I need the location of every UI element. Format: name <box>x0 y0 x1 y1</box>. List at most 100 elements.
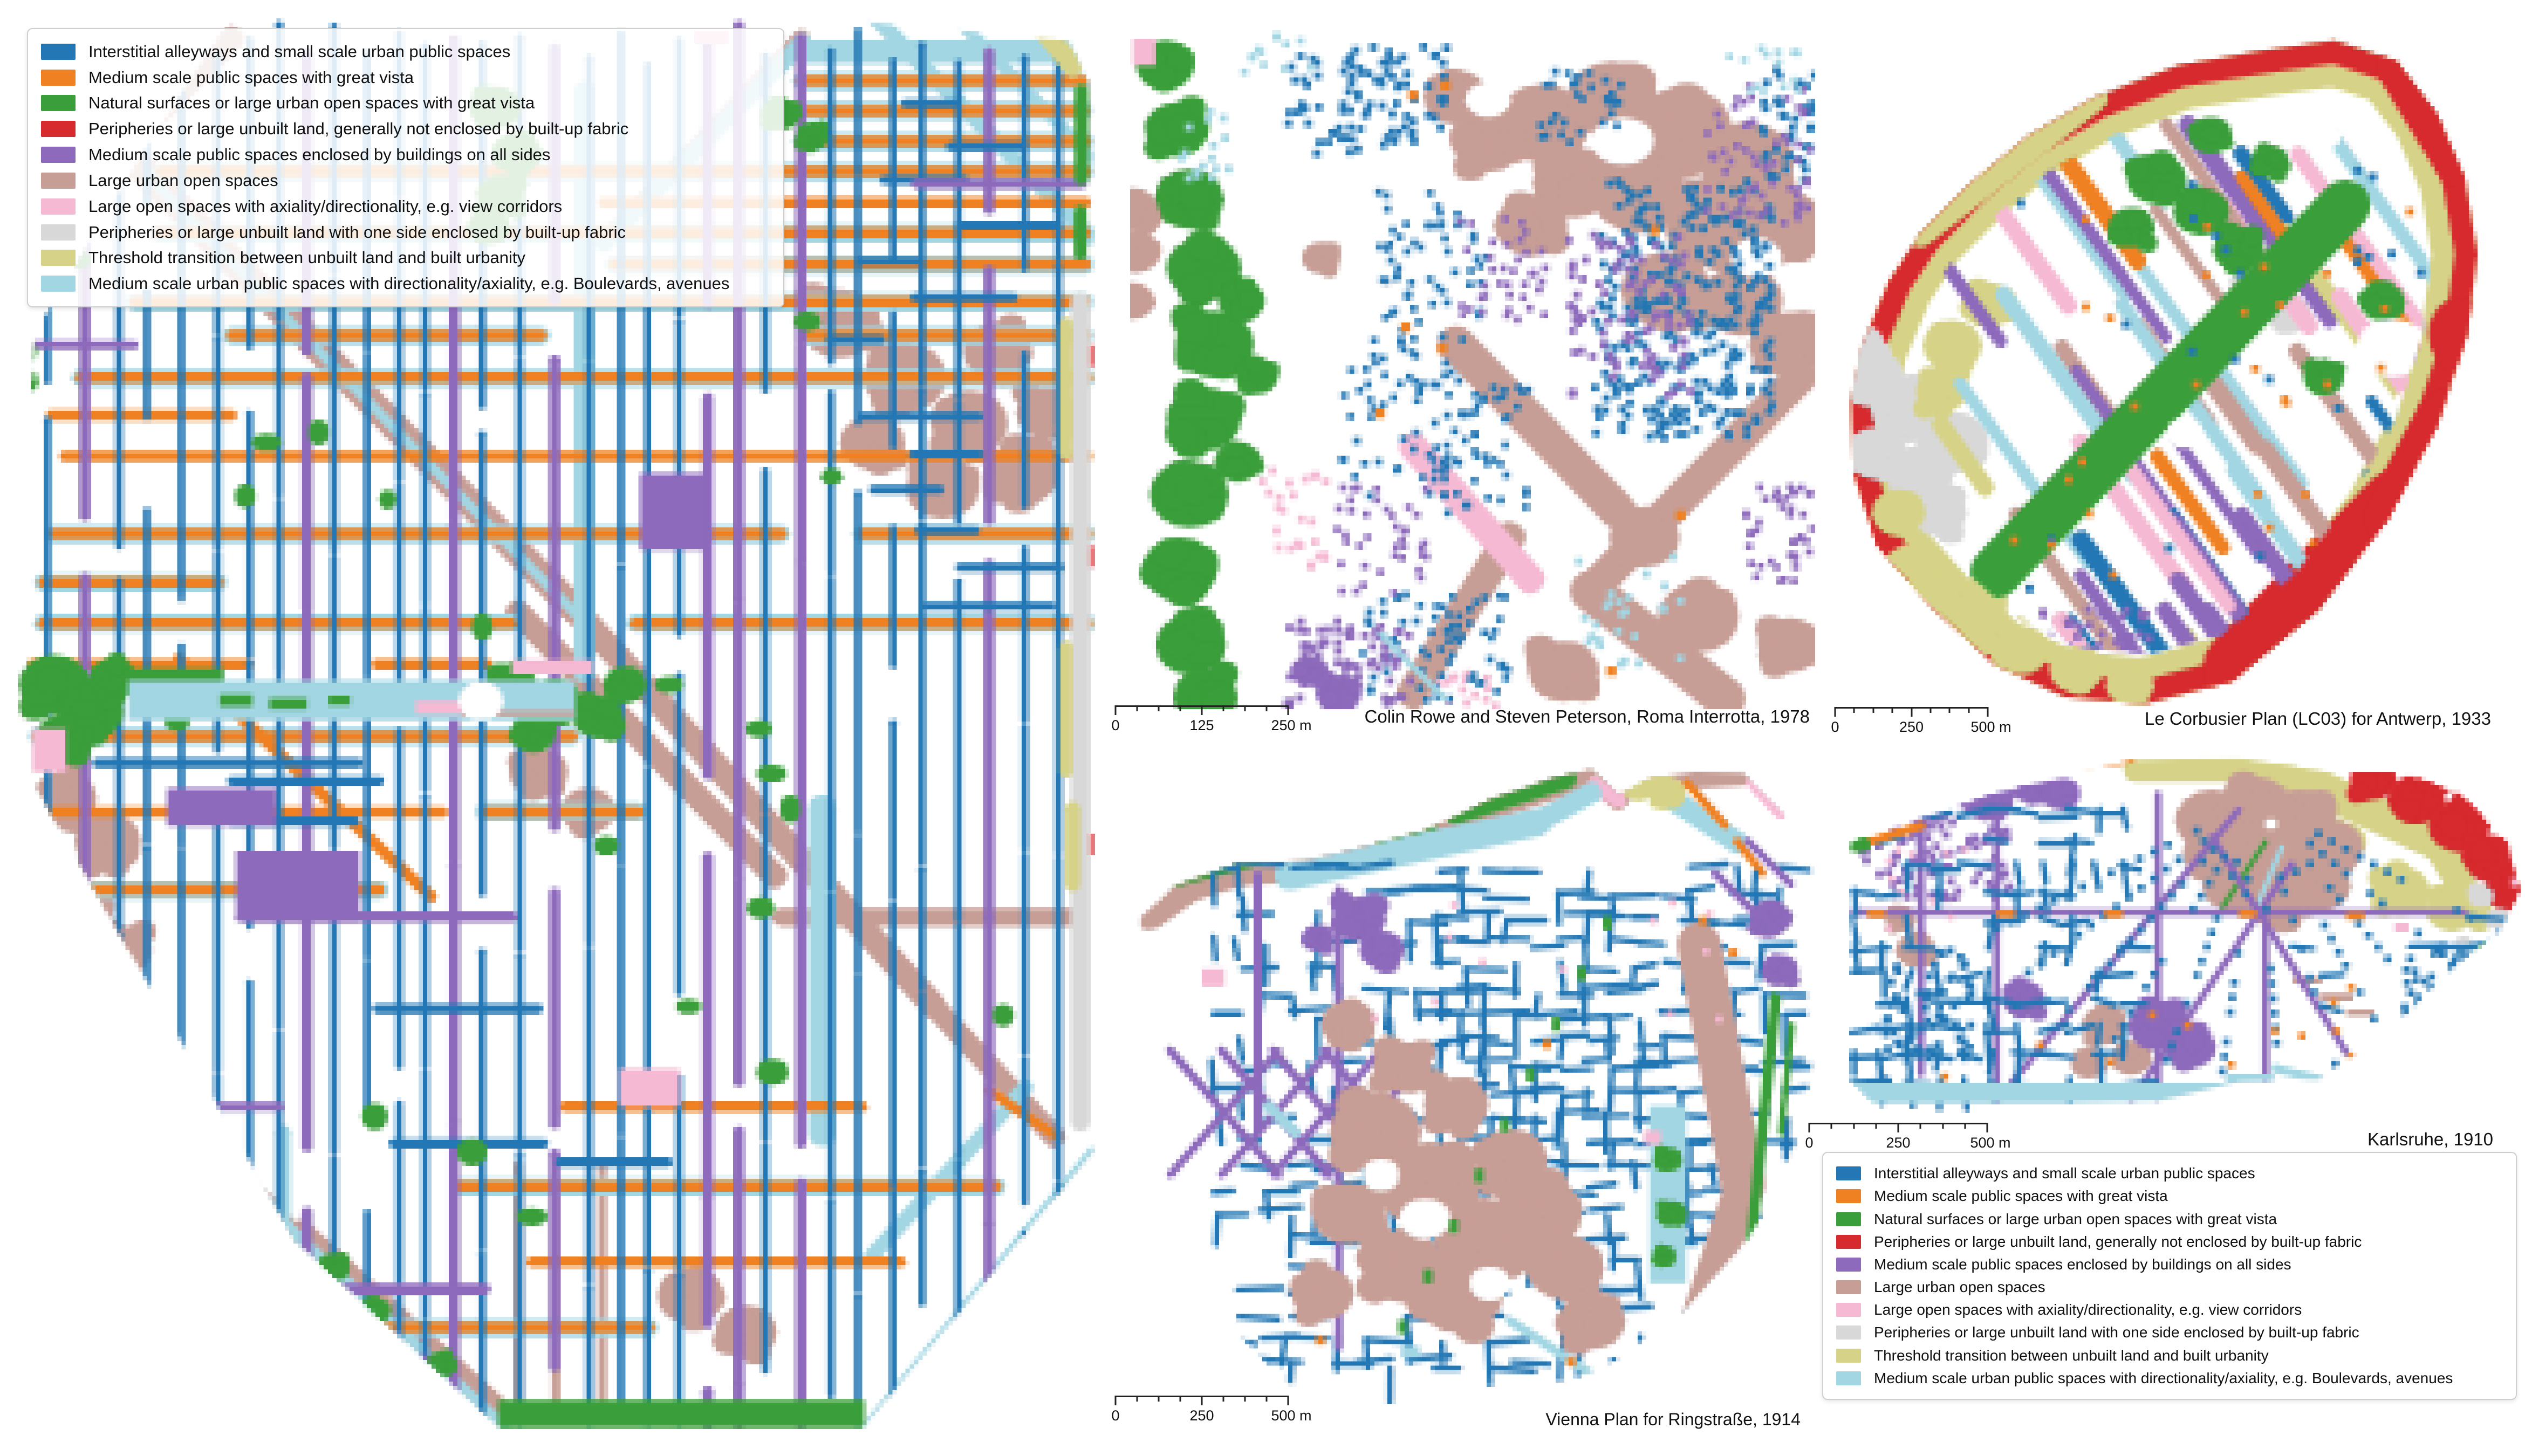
caption-roma: Colin Rowe and Steven Peterson, Roma Int… <box>1364 706 1810 726</box>
legend-item: Large urban open spaces <box>41 171 770 190</box>
legend-item: Medium scale public spaces enclosed by b… <box>1836 1256 2503 1273</box>
scalebar-tick <box>1179 705 1181 711</box>
scalebar-tick <box>1875 1123 1877 1129</box>
scalebar-tick <box>1986 1123 1988 1132</box>
scalebar-label-start: 0 <box>1111 1407 1120 1424</box>
legend-item-label: Interstitial alleyways and small scale u… <box>1874 1165 2255 1182</box>
scalebar-tick <box>1244 705 1246 711</box>
scalebar-tick <box>1244 1396 1246 1402</box>
map-karlsruhe <box>1845 755 2525 1122</box>
scalebar-label-end: 500 m <box>1271 1407 1312 1424</box>
legend-color-swatch <box>41 95 76 112</box>
map-antwerp <box>1845 24 2525 715</box>
map-vienna <box>1133 763 1823 1434</box>
scalebar-tick <box>1853 707 1855 713</box>
caption-antwerp: Le Corbusier Plan (LC03) for Antwerp, 19… <box>2144 709 2491 729</box>
legend-item-label: Medium scale public spaces enclosed by b… <box>88 145 551 164</box>
legend-item: Large open spaces with axiality/directio… <box>1836 1301 2503 1318</box>
scalebar-tick <box>1987 707 1989 717</box>
scalebar-tick <box>1222 705 1224 711</box>
scalebar-tick <box>1911 707 1912 717</box>
legend-item: Interstitial alleyways and small scale u… <box>41 42 770 61</box>
legend-item: Peripheries or large unbuilt land, gener… <box>41 119 770 139</box>
legend-item: Peripheries or large unbuilt land with o… <box>1836 1324 2503 1341</box>
legend-item-label: Large urban open spaces <box>88 170 278 190</box>
legend-color-swatch <box>1836 1348 1861 1363</box>
scalebar-tick <box>1201 705 1203 715</box>
scalebar-tick <box>1179 1396 1181 1402</box>
scalebar-label-mid: 250 <box>1189 1407 1214 1424</box>
scalebar-tick <box>1287 705 1289 715</box>
legend-item-label: Medium scale public spaces with great vi… <box>1874 1187 2168 1205</box>
legend-item: Peripheries or large unbuilt land, gener… <box>1836 1233 2503 1251</box>
scalebar-tick <box>1136 705 1138 711</box>
scalebar-tick <box>1834 707 1836 717</box>
legend-item-label: Large open spaces with axiality/directio… <box>1874 1301 2302 1318</box>
legend-color-swatch <box>41 224 76 241</box>
scalebar-tick <box>1968 707 1970 713</box>
map-roma-interrotta <box>1130 22 1815 709</box>
scalebar-tick <box>1948 707 1951 713</box>
scalebar-tick <box>1287 1396 1289 1405</box>
legend-item: Medium scale urban public spaces with di… <box>41 274 770 293</box>
legend-color-swatch <box>1836 1371 1861 1385</box>
scalebar-tick <box>1808 1123 1810 1132</box>
legend-item-label: Natural surfaces or large urban open spa… <box>88 93 535 113</box>
legend-item: Large open spaces with axiality/directio… <box>41 197 770 216</box>
legend-item: Interstitial alleyways and small scale u… <box>1836 1165 2503 1182</box>
scalebar-label-end: 500 m <box>1970 1135 2011 1151</box>
scalebar-label-mid: 125 <box>1189 717 1214 733</box>
legend-item-label: Threshold transition between unbuilt lan… <box>88 248 525 267</box>
scalebar-label-start: 0 <box>1805 1135 1814 1151</box>
scalebar-tick <box>1872 707 1874 713</box>
scalebar-tick <box>1222 1396 1224 1402</box>
legend-item: Medium scale public spaces with great vi… <box>1836 1187 2503 1205</box>
legend-color-swatch <box>1836 1280 1861 1295</box>
scalebar-tick <box>1201 1396 1203 1405</box>
legend-item: Threshold transition between unbuilt lan… <box>41 248 770 267</box>
legend-color-swatch <box>41 172 76 189</box>
scalebar-tick <box>1897 1123 1899 1132</box>
scalebar-label-start: 0 <box>1111 717 1120 733</box>
legend-item-label: Large urban open spaces <box>1874 1279 2045 1296</box>
scalebar-karlsruhe: 0 250 500 m <box>1805 1123 2011 1155</box>
legend-color-swatch <box>41 121 76 138</box>
legend-item: Large urban open spaces <box>1836 1279 2503 1296</box>
scalebar-tick <box>1964 1123 1966 1129</box>
scalebar-label-end: 500 m <box>1970 719 2011 735</box>
scalebar-tick <box>1158 705 1160 711</box>
legend-item: Threshold transition between unbuilt lan… <box>1836 1347 2503 1364</box>
legend-item-label: Medium scale public spaces enclosed by b… <box>1874 1255 2291 1273</box>
legend-item-label: Large open spaces with axiality/directio… <box>88 196 563 216</box>
scalebar-tick <box>1919 1123 1921 1129</box>
legend-item-label: Medium scale urban public spaces with di… <box>1874 1369 2453 1386</box>
legend-item-label: Interstitial alleyways and small scale u… <box>88 42 511 61</box>
legend-item: Medium scale public spaces enclosed by b… <box>41 145 770 164</box>
scalebar-label-end: 250 m <box>1271 717 1312 733</box>
legend-item: Peripheries or large unbuilt land with o… <box>41 223 770 242</box>
scalebar-label-mid: 250 <box>1886 1135 1911 1151</box>
scalebar-tick <box>1891 707 1893 713</box>
scalebar-tick <box>1853 1123 1855 1129</box>
legend-item-label: Peripheries or large unbuilt land, gener… <box>88 119 629 139</box>
scalebar-antwerp: 0 250 500 m <box>1831 707 2011 739</box>
legend-item-label: Threshold transition between unbuilt lan… <box>1874 1347 2269 1364</box>
legend-item-label: Peripheries or large unbuilt land with o… <box>1874 1324 2359 1341</box>
legend-item-label: Medium scale public spaces with great vi… <box>88 67 414 87</box>
legend-top-left: Interstitial alleyways and small scale u… <box>27 28 784 307</box>
legend-item: Medium scale urban public spaces with di… <box>1836 1370 2503 1387</box>
scalebar-tick <box>1265 1396 1268 1402</box>
scalebar-tick <box>1942 1123 1944 1129</box>
scalebar-tick <box>1114 705 1117 715</box>
scalebar-label-start: 0 <box>1831 719 1839 735</box>
legend-color-swatch <box>1836 1303 1861 1317</box>
legend-item: Natural surfaces or large urban open spa… <box>41 93 770 113</box>
scalebar-tick <box>1114 1396 1117 1405</box>
legend-item: Medium scale public spaces with great vi… <box>41 68 770 87</box>
legend-item-label: Peripheries or large unbuilt land, gener… <box>1874 1233 2362 1250</box>
legend-item-label: Natural surfaces or large urban open spa… <box>1874 1210 2277 1227</box>
legend-bottom-right: Interstitial alleyways and small scale u… <box>1822 1152 2517 1400</box>
legend-color-swatch <box>1836 1257 1861 1272</box>
legend-color-swatch <box>41 250 76 266</box>
